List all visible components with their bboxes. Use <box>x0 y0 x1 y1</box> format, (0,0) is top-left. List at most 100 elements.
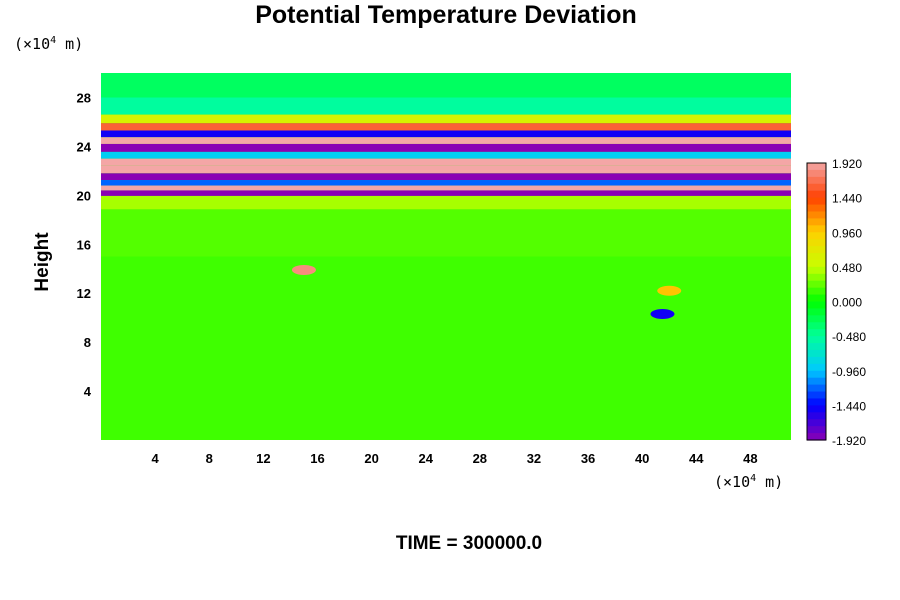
heat-band <box>101 97 791 115</box>
colorbar-swatch <box>807 163 826 171</box>
colorbar-swatch <box>807 301 826 310</box>
colorbar-swatch <box>807 308 826 316</box>
colorbar-swatch <box>807 356 826 365</box>
colorbar-swatch <box>807 433 826 441</box>
colorbar-swatch <box>807 426 826 434</box>
heat-band <box>101 185 791 191</box>
colorbar-swatch <box>807 280 826 289</box>
colorbar-tick-label: -0.960 <box>832 365 866 379</box>
y-tick-label: 28 <box>77 90 91 105</box>
colorbar-swatch <box>807 377 826 386</box>
x-tick-label: 16 <box>310 451 324 466</box>
colorbar-swatch <box>807 412 826 420</box>
x-tick-label: 8 <box>206 451 213 466</box>
colorbar-swatch <box>807 384 826 393</box>
heat-band <box>101 256 791 440</box>
colorbar-swatch <box>807 419 826 427</box>
colorbar-swatch <box>807 253 826 261</box>
x-unit-label: (×104 m) <box>714 473 783 491</box>
colorbar-swatch <box>807 405 826 413</box>
x-tick-label: 12 <box>256 451 270 466</box>
colorbar-swatch <box>807 287 826 296</box>
x-tick-label: 28 <box>473 451 487 466</box>
colorbar-swatch <box>807 266 826 275</box>
colorbar-tick-label: 1.440 <box>832 192 862 206</box>
heat-band <box>101 73 791 98</box>
heat-feature <box>291 264 316 275</box>
heat-band <box>101 173 791 181</box>
colorbar-swatch <box>807 204 826 213</box>
colorbar-tick-label: -0.480 <box>832 330 866 344</box>
colorbar-tick-label: 0.480 <box>832 261 862 275</box>
heat-band <box>101 180 791 186</box>
x-tick-label: 36 <box>581 451 595 466</box>
colorbar-tick-label: -1.920 <box>832 434 866 448</box>
colorbar-swatch <box>807 336 826 344</box>
colorbar-swatch <box>807 329 826 337</box>
colorbar-swatch <box>807 363 826 372</box>
colorbar-tick-label: 0.000 <box>832 296 862 310</box>
heat-band <box>101 137 791 144</box>
y-tick-label: 4 <box>84 384 92 399</box>
y-unit-label: (×104 m) <box>14 35 83 53</box>
y-tick-label: 16 <box>77 237 91 252</box>
colorbar-swatch <box>807 190 826 199</box>
colorbar-swatch <box>807 273 826 282</box>
colorbar-swatch <box>807 398 826 406</box>
colorbar-swatch <box>807 183 826 192</box>
x-tick-label: 40 <box>635 451 649 466</box>
heat-band <box>101 209 791 257</box>
heatmap-features <box>291 264 682 319</box>
time-label: TIME = 300000.0 <box>396 533 542 554</box>
y-tick-label: 12 <box>77 286 91 301</box>
heat-band <box>101 143 791 152</box>
colorbar-swatch <box>807 176 826 185</box>
heat-band <box>101 158 791 166</box>
colorbar-swatch <box>807 315 826 323</box>
colorbar-ticks: 1.920 1.440 0.960 0.480 0.000 -0.480 -0.960 -1.… <box>832 157 866 448</box>
colorbar-swatch <box>807 169 826 178</box>
colorbar-swatch <box>807 349 826 358</box>
colorbar-swatch <box>807 246 826 254</box>
colorbar-swatch <box>807 239 826 247</box>
plot-area <box>101 73 791 440</box>
colorbar-swatch <box>807 218 826 226</box>
y-tick-label: 24 <box>77 139 92 154</box>
colorbar-tick-label: 1.920 <box>832 157 862 171</box>
x-tick-label: 4 <box>152 451 160 466</box>
colorbar-swatch <box>807 391 826 400</box>
colorbar <box>806 162 827 441</box>
colorbar-swatch <box>807 370 826 379</box>
heat-band <box>101 151 791 159</box>
x-tick-label: 24 <box>418 451 433 466</box>
heat-band <box>101 165 791 174</box>
colorbar-swatch <box>807 322 826 330</box>
x-axis-ticks: 4 8 12 16 20 24 28 32 36 40 44 48 <box>152 451 758 466</box>
y-axis-label: Height <box>32 232 53 292</box>
colorbar-tick-label: -1.440 <box>832 399 866 413</box>
colorbar-swatch <box>807 294 826 303</box>
y-axis-ticks: 4 8 12 16 20 24 28 <box>77 90 92 399</box>
heat-band <box>101 190 791 196</box>
colorbar-tick-label: 0.960 <box>832 226 862 240</box>
colorbar-swatch <box>807 225 826 233</box>
x-tick-label: 44 <box>689 451 704 466</box>
colorbar-frame <box>806 162 827 441</box>
heat-band <box>101 195 791 210</box>
colorbar-swatch <box>807 197 826 206</box>
heat-feature <box>657 285 682 296</box>
x-tick-label: 48 <box>743 451 757 466</box>
chart-title: Potential Temperature Deviation <box>255 1 637 29</box>
y-tick-label: 8 <box>84 335 91 350</box>
y-tick-label: 20 <box>77 188 91 203</box>
heat-feature <box>650 308 675 319</box>
colorbar-swatch <box>807 343 826 351</box>
colorbar-swatch <box>807 259 826 268</box>
colorbar-swatch <box>807 211 826 219</box>
heat-band <box>101 130 791 138</box>
x-tick-label: 20 <box>364 451 378 466</box>
x-tick-label: 32 <box>527 451 541 466</box>
heatmap-bands <box>101 73 791 440</box>
heat-band <box>101 123 791 131</box>
